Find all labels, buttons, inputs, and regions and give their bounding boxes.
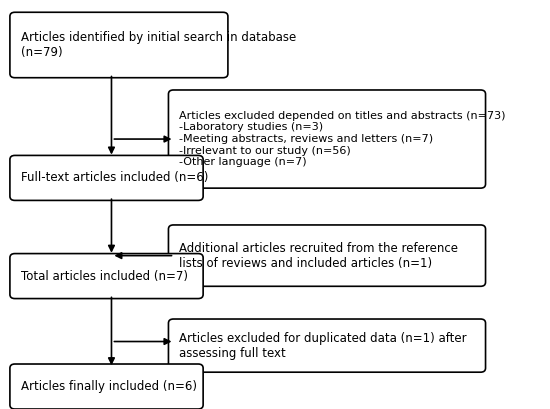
- FancyBboxPatch shape: [10, 155, 203, 200]
- FancyBboxPatch shape: [168, 319, 486, 372]
- FancyBboxPatch shape: [168, 90, 486, 188]
- FancyBboxPatch shape: [10, 364, 203, 409]
- Text: Articles excluded for duplicated data (n=1) after
assessing full text: Articles excluded for duplicated data (n…: [179, 332, 467, 360]
- Text: Total articles included (n=7): Total articles included (n=7): [21, 270, 188, 283]
- Text: Additional articles recruited from the reference
lists of reviews and included a: Additional articles recruited from the r…: [179, 242, 458, 270]
- Text: Articles identified by initial search in database
(n=79): Articles identified by initial search in…: [21, 31, 296, 59]
- Text: Articles finally included (n=6): Articles finally included (n=6): [21, 380, 197, 393]
- FancyBboxPatch shape: [10, 254, 203, 299]
- FancyBboxPatch shape: [10, 12, 228, 78]
- Text: Full-text articles included (n=6): Full-text articles included (n=6): [21, 171, 208, 184]
- FancyBboxPatch shape: [168, 225, 486, 286]
- Text: Articles excluded depended on titles and abstracts (n=73)
-Laboratory studies (n: Articles excluded depended on titles and…: [179, 111, 506, 167]
